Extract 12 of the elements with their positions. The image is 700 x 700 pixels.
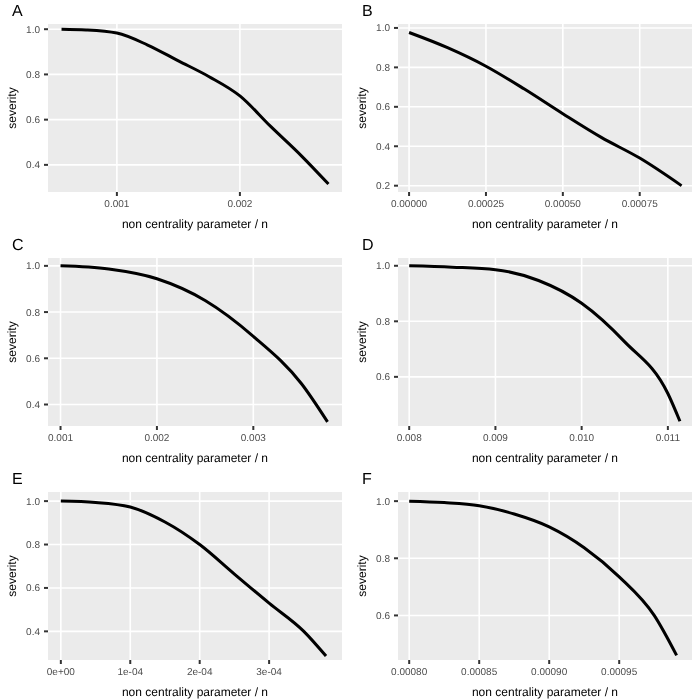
line-series [407, 264, 682, 423]
line-series [59, 264, 330, 424]
chart-title: B [362, 2, 373, 20]
chart-title: D [362, 236, 374, 254]
chart-title: C [12, 236, 24, 254]
line-series [407, 499, 679, 657]
line-series [407, 30, 684, 188]
line-series [60, 27, 330, 186]
chart-title: E [12, 470, 23, 488]
line-series [59, 499, 328, 658]
chart-title: F [362, 470, 372, 488]
chart-title: A [12, 2, 23, 20]
